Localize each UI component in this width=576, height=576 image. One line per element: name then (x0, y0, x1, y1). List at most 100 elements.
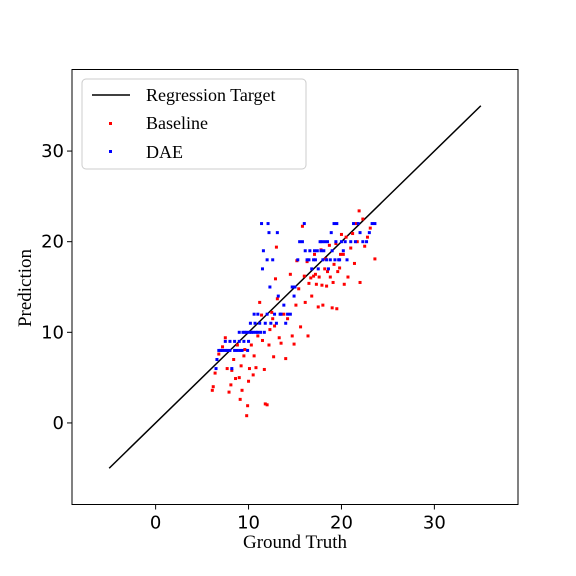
dae-point (322, 249, 326, 253)
baseline-point (361, 217, 365, 221)
dae-point (246, 348, 250, 352)
dae-point (293, 285, 297, 289)
baseline-point (260, 313, 264, 317)
dae-point (361, 240, 365, 244)
dae-point (251, 330, 255, 334)
baseline-point (230, 368, 234, 372)
baseline-point (294, 303, 298, 307)
dae-point (254, 330, 258, 334)
dae-point (315, 249, 319, 253)
dae-point (313, 258, 317, 262)
dae-point (343, 240, 347, 244)
baseline-point (365, 235, 369, 239)
dae-point (221, 348, 225, 352)
baseline-point (325, 284, 329, 288)
dae-point (228, 348, 232, 352)
baseline-point (327, 243, 331, 247)
baseline-point (247, 367, 251, 371)
dae-point (308, 249, 312, 253)
dae-point (321, 258, 325, 262)
dae-point (329, 231, 333, 235)
dae-point (256, 312, 260, 316)
dae-point (256, 330, 260, 334)
dae-point (370, 222, 374, 226)
baseline-point (323, 267, 327, 271)
baseline-point (213, 371, 217, 375)
dae-point (320, 240, 324, 244)
dae-point (268, 285, 272, 289)
x-tick-label: 20 (330, 513, 353, 534)
dae-point (310, 267, 314, 271)
dae-point (235, 348, 239, 352)
dae-point (266, 222, 270, 226)
legend-label-dae: DAE (146, 142, 183, 162)
dae-point (215, 358, 219, 361)
baseline-point (351, 232, 355, 236)
dae-point (302, 222, 306, 226)
dae-point (326, 267, 330, 271)
dae-point (271, 258, 275, 262)
dae-point (367, 231, 371, 235)
dae-point (353, 240, 357, 244)
axis-ticks: 0 10 20 30 0 10 20 30 (41, 141, 446, 533)
dae-point (358, 231, 362, 235)
dae-point (333, 258, 337, 262)
dae-point (349, 240, 353, 244)
baseline-point (338, 266, 342, 270)
baseline-point (305, 260, 309, 264)
dae-point (288, 312, 292, 316)
baseline-point (252, 354, 256, 358)
dae-point (233, 339, 237, 343)
baseline-point (300, 224, 304, 228)
dae-point (263, 321, 267, 325)
dae-point (237, 339, 241, 343)
baseline-point (314, 282, 318, 286)
baseline-point (262, 367, 266, 371)
dae-point (335, 222, 339, 226)
baseline-point (235, 343, 239, 347)
dae-point (316, 267, 320, 271)
baseline-point (310, 294, 314, 298)
baseline-point (256, 334, 260, 338)
dae-point (265, 312, 269, 316)
baseline-point (286, 317, 290, 321)
baseline-point (240, 388, 244, 392)
baseline-point (270, 310, 274, 314)
dae-point (328, 258, 332, 262)
baseline-point (346, 275, 350, 279)
dae-point (274, 321, 278, 325)
dae-point (214, 367, 218, 371)
dae-point (259, 330, 263, 334)
dae-point (242, 339, 246, 343)
baseline-point (268, 328, 272, 332)
baseline-point (358, 280, 362, 284)
baseline-point (267, 343, 271, 347)
baseline-point (368, 226, 372, 230)
baseline-point (242, 354, 246, 358)
baseline-point (317, 275, 321, 279)
baseline-point (246, 404, 250, 408)
baseline-point (331, 280, 335, 284)
dae-point (326, 240, 330, 244)
baseline-point (279, 341, 283, 345)
baseline-point (302, 274, 306, 278)
legend-marker-dae (109, 150, 112, 153)
y-tick-label: 30 (41, 141, 64, 162)
dae-point (338, 258, 342, 262)
dae-point (241, 330, 245, 334)
baseline-point (227, 390, 231, 394)
dae-point (258, 321, 262, 325)
dae-point (300, 240, 304, 244)
dae-point (334, 240, 338, 244)
dae-point (365, 240, 369, 244)
dae-point (312, 258, 316, 262)
dae-point (318, 240, 322, 244)
baseline-point (245, 414, 249, 418)
dae-point (303, 249, 307, 253)
baseline-point (303, 300, 307, 304)
dae-point (319, 249, 323, 253)
dae-point (260, 222, 264, 226)
dae-point (332, 222, 336, 226)
dae-point (237, 330, 241, 334)
